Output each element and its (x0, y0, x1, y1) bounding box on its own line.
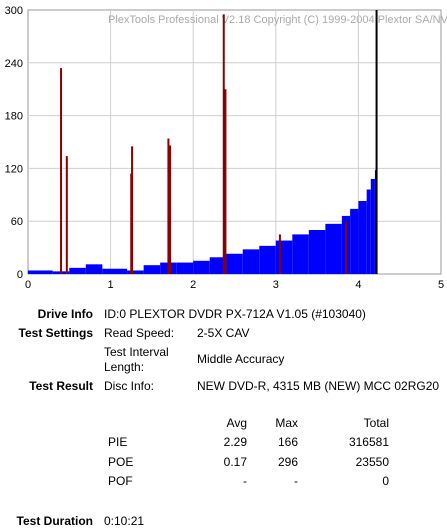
interval-label-line1: Test Interval (104, 345, 169, 359)
x-tick-label: 5 (438, 279, 444, 291)
bar (259, 245, 276, 274)
drive-info-value: ID:0 PLEXTOR DVDR PX-712A V1.05 (#103040… (104, 307, 366, 321)
y-tick-label: 120 (5, 163, 23, 175)
interval-value: Middle Accuracy (197, 352, 285, 366)
y-axis-ticks: 0 60 120 180 240 300 (5, 5, 23, 281)
header-max: Max (275, 416, 298, 430)
bar (292, 234, 309, 274)
header-avg: Avg (226, 416, 247, 430)
read-speed-label: Read Speed: (104, 326, 175, 340)
bar (366, 189, 371, 274)
y-tick-label: 0 (17, 269, 23, 281)
y-tick-label: 180 (5, 111, 23, 123)
bar (226, 253, 243, 274)
bar (28, 270, 53, 274)
test-duration-label: Test Duration (16, 514, 93, 528)
series (60, 14, 348, 274)
row-total: 316581 (348, 435, 389, 449)
test-duration-value: 0:10:21 (104, 514, 145, 528)
chart-series (28, 10, 378, 274)
y-tick-label: 300 (5, 5, 23, 17)
row-max: 296 (277, 455, 298, 469)
row-max: - (294, 474, 298, 488)
bar (370, 178, 375, 274)
row-name: POF (108, 474, 133, 488)
row-avg: 2.29 (223, 435, 247, 449)
row-total: 0 (382, 474, 389, 488)
row-avg: 0.17 (223, 455, 247, 469)
bar (308, 230, 326, 274)
row-name: PIE (108, 435, 128, 449)
header-total: Total (363, 416, 389, 430)
bar (102, 268, 128, 274)
bar (85, 264, 103, 274)
chart-title: PlexTools Professional V2.18 Copyright (… (108, 14, 447, 26)
row-avg: - (243, 474, 247, 488)
disc-info-value: NEW DVD-R, 4315 MB (NEW) MCC 02RG20 (197, 379, 440, 393)
x-tick-label: 3 (273, 279, 279, 291)
bar (325, 223, 342, 274)
bar (143, 265, 161, 274)
plot-background (27, 9, 442, 275)
row-max: 166 (277, 435, 298, 449)
x-axis-ticks: 0 1 2 3 4 5 (25, 279, 444, 291)
test-settings-label: Test Settings (18, 326, 93, 340)
y-tick-label: 60 (11, 216, 23, 228)
bar (350, 208, 359, 274)
drive-info-label: Drive Info (37, 307, 93, 321)
error-chart: PlexTools Professional V2.18 Copyright (… (5, 5, 447, 291)
bar (176, 262, 194, 274)
row-name: POE (108, 455, 134, 469)
y-tick-label: 240 (5, 58, 23, 70)
bar (209, 257, 227, 274)
bar (242, 249, 260, 274)
x-tick-label: 0 (25, 279, 31, 291)
bar (193, 260, 210, 274)
row-total: 23550 (355, 455, 389, 469)
x-tick-label: 2 (190, 279, 196, 291)
read-speed-value: 2-5X CAV (197, 326, 250, 340)
x-tick-label: 4 (355, 279, 361, 291)
bar (358, 200, 367, 274)
disc-info-label: Disc Info: (104, 379, 155, 393)
bar (69, 267, 86, 274)
test-result-label: Test Result (29, 379, 93, 393)
interval-label-line2: Length: (104, 360, 145, 374)
bar (275, 240, 293, 274)
x-tick-label: 1 (108, 279, 114, 291)
bar (127, 270, 144, 274)
